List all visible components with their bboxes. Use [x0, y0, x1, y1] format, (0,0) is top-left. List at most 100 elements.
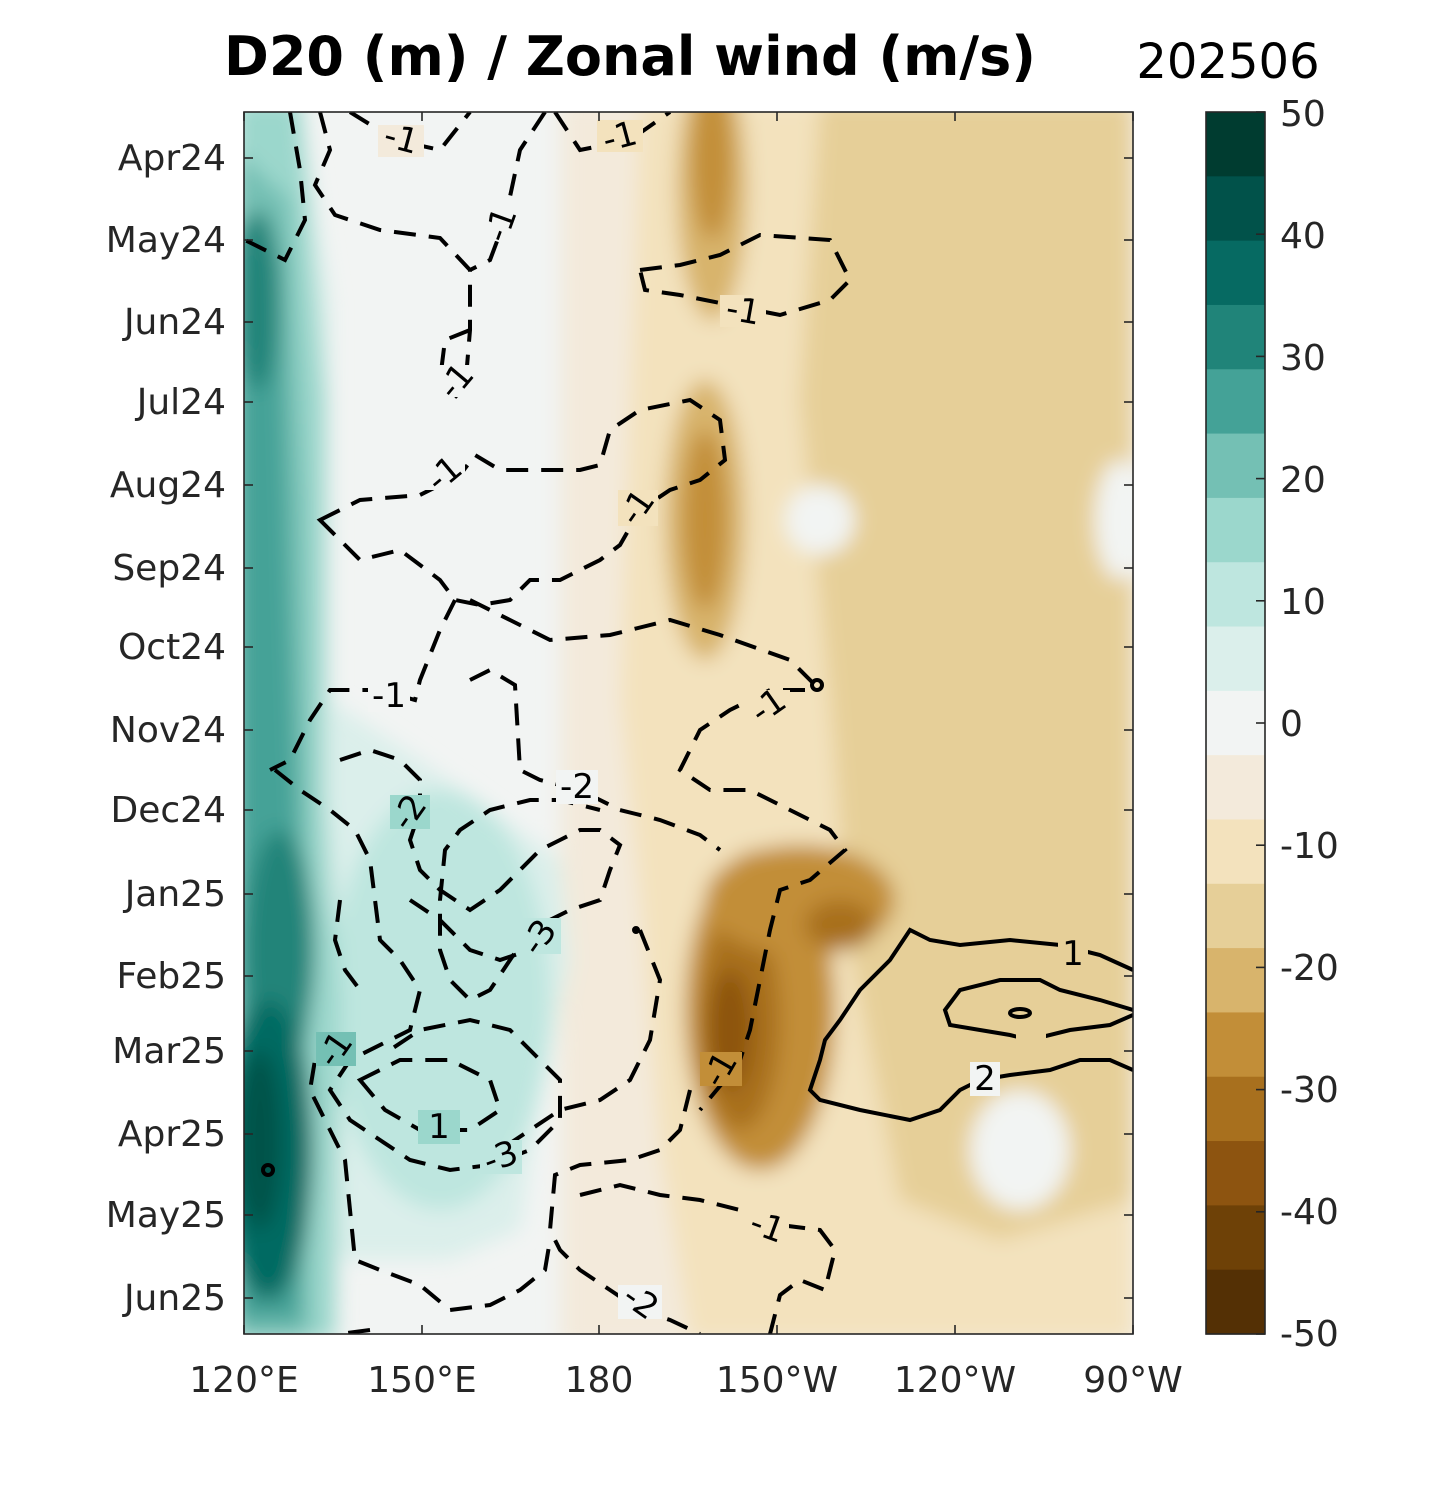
- d20-core-jan25-inner: [805, 900, 875, 950]
- y-tick-label: Apr24: [118, 138, 226, 179]
- y-tick-label: May24: [106, 220, 226, 261]
- colorbar-step: [1206, 304, 1265, 370]
- colorbar-step: [1206, 176, 1265, 242]
- y-tick-label: May25: [106, 1195, 226, 1236]
- x-tick-label: 150°E: [367, 1360, 476, 1401]
- contour-point-e: [810, 678, 824, 692]
- contour-label: -2: [560, 767, 594, 807]
- colorbar-step: [1206, 1141, 1265, 1206]
- contour-neg1-a: [244, 112, 308, 263]
- y-tick-label: Mar25: [112, 1031, 226, 1072]
- contour-neg1-h: [316, 397, 728, 608]
- colorbar-tick-label: -40: [1280, 1192, 1339, 1233]
- axis-ticks: [243, 112, 1134, 1334]
- contour-neg1-k: [677, 688, 848, 1112]
- colorbar-step: [1206, 369, 1265, 435]
- d20-positive-core-may24: [244, 210, 280, 390]
- x-tick-label: 150°W: [716, 1360, 838, 1401]
- contour-point-w: [261, 1163, 275, 1177]
- d20-positive-pocket-1: [785, 485, 855, 555]
- contour-dot: [632, 926, 640, 934]
- contour-neg3-b: [408, 898, 531, 963]
- colorbar-step: [1206, 1205, 1265, 1271]
- contour-pos1: [807, 927, 1133, 1123]
- colorbar-step: [1206, 755, 1265, 821]
- colorbar: [1206, 111, 1265, 1335]
- y-tick-label: Dec24: [111, 790, 226, 831]
- colorbar-step: [1206, 690, 1265, 756]
- d20-positive-west-basin: [330, 790, 550, 1210]
- contour-neg1-g: [637, 232, 853, 318]
- y-tick-label: Nov24: [110, 710, 226, 751]
- date-label: 202506: [1136, 34, 1319, 90]
- x-tick-label: 120°W: [894, 1360, 1016, 1401]
- colorbar-step: [1206, 240, 1265, 306]
- colorbar-step: [1206, 819, 1265, 885]
- contour-neg2-c: [339, 747, 623, 1003]
- colorbar-step: [1206, 1012, 1265, 1078]
- d20-positive-core-apr25-inner: [244, 1050, 282, 1230]
- positive-contours: [261, 678, 1133, 1177]
- colorbar-tick-label: 30: [1280, 338, 1326, 379]
- x-tick-label: 120°E: [189, 1360, 298, 1401]
- colorbar-tick-label: 50: [1280, 94, 1326, 135]
- colorbar-step: [1206, 497, 1265, 563]
- colorbar-frame: [1205, 111, 1266, 1335]
- colorbar-tick-label: -30: [1280, 1070, 1339, 1111]
- contour-neg1-n: [579, 1182, 838, 1334]
- y-tick-label: Jul24: [135, 382, 226, 423]
- y-tick-label: Jun24: [122, 302, 226, 343]
- contour-label: 2: [974, 1059, 996, 1099]
- d20-field: [244, 112, 1133, 1334]
- d20-positive-pocket-2: [970, 1090, 1070, 1210]
- y-tick-label: Jan25: [123, 874, 226, 915]
- x-axis: 120°E 150°E 180 150°W 120°W 90°W: [189, 1360, 1182, 1401]
- chart-title: D20 (m) / Zonal wind (m/s): [224, 25, 1036, 88]
- y-tick-label: Feb25: [116, 956, 226, 997]
- contour-neg1-l: [498, 929, 663, 1152]
- d20-positive-pocket-3: [1095, 460, 1133, 580]
- contour-label: -1: [372, 676, 406, 716]
- colorbar-step: [1206, 626, 1265, 692]
- contour-neg2-b: [273, 768, 562, 1173]
- contour-pos2: [942, 978, 1133, 1043]
- colorbar-tick-label: 0: [1280, 704, 1303, 745]
- colorbar-step: [1206, 562, 1265, 628]
- colorbar-step: [1206, 433, 1265, 499]
- colorbar-labels: 50 40 30 20 10 0 -10 -20 -30 -40 -50: [1280, 94, 1339, 1355]
- contour-neg1-p: [339, 1328, 371, 1334]
- y-tick-label: Jun25: [122, 1278, 226, 1319]
- y-axis: Apr24 May24 Jun24 Jul24 Aug24 Sep24 Oct2…: [106, 138, 226, 1319]
- contour-label: 1: [428, 1107, 450, 1147]
- contour-label: -1: [723, 288, 763, 333]
- colorbar-tick-label: -20: [1280, 948, 1339, 989]
- y-tick-label: Apr25: [118, 1114, 226, 1155]
- contour-pos-max: [1008, 1007, 1032, 1019]
- contour-neg1-i: [469, 598, 817, 687]
- colorbar-tick-label: -10: [1280, 826, 1339, 867]
- plot-frame: [243, 111, 1134, 1335]
- colorbar-step: [1206, 948, 1265, 1014]
- d20-negative-region-east: [800, 112, 1133, 1240]
- colorbar-tick-label: 20: [1280, 460, 1326, 501]
- colorbar-step: [1206, 1076, 1265, 1142]
- contour-label: 1: [1062, 934, 1084, 974]
- contour-neg2-d: [332, 899, 362, 992]
- d20-core-sep24-inner: [683, 430, 727, 610]
- d20-core-jun24-inner: [692, 112, 732, 240]
- plot-area: -1 -1 -1 -1 -1 -1 -1 -1 -1 -1 -1 -1 -2: [244, 112, 1133, 1334]
- colorbar-step: [1206, 883, 1265, 949]
- x-tick-label: 180: [565, 1360, 634, 1401]
- y-tick-label: Aug24: [110, 465, 226, 506]
- x-tick-label: 90°W: [1083, 1360, 1182, 1401]
- contour-neg1-b: [312, 112, 472, 391]
- y-tick-label: Oct24: [118, 627, 226, 668]
- contour-neg1-o: [307, 1038, 552, 1313]
- colorbar-step: [1206, 112, 1265, 177]
- y-tick-label: Sep24: [112, 548, 226, 589]
- contour-neg3-a: [356, 1058, 503, 1132]
- colorbar-tick-label: 40: [1280, 216, 1326, 257]
- colorbar-step: [1206, 1269, 1265, 1335]
- colorbar-tick-label: -50: [1280, 1314, 1339, 1355]
